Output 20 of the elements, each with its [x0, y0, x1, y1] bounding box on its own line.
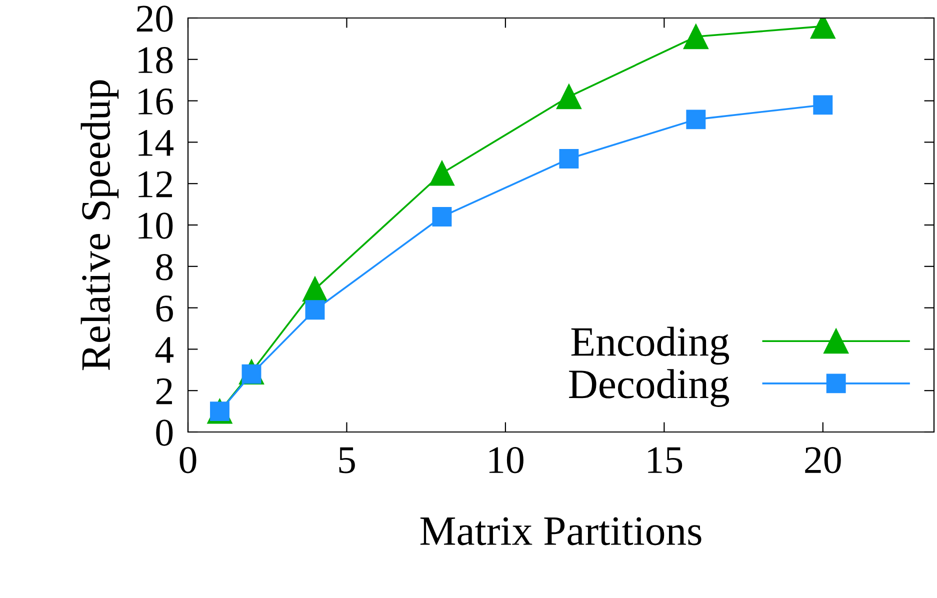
y-tick-label: 10 — [138, 212, 173, 239]
x-tick-label: 0 — [180, 447, 196, 474]
y-tick-label: 12 — [138, 171, 172, 198]
y-tick-label: 2 — [156, 378, 172, 404]
y-tick-label: 16 — [138, 88, 173, 115]
x-axis-title: Matrix Partitions — [420, 517, 702, 546]
y-tick-label: 18 — [138, 47, 173, 74]
y-tick-label: 8 — [156, 254, 173, 280]
y-tick-label: 20 — [136, 6, 173, 32]
y-axis-title: Relative Speedup — [80, 80, 119, 370]
y-tick-label: 6 — [156, 296, 173, 322]
legend-label: Decoding — [569, 369, 730, 407]
x-tick-label: 20 — [805, 447, 841, 474]
y-tick-label: 14 — [138, 130, 174, 156]
x-tick-label: 5 — [339, 447, 355, 474]
x-tick-label: 15 — [648, 447, 682, 474]
legend-label: Encoding — [571, 326, 730, 365]
x-tick-label: 10 — [489, 447, 524, 474]
y-tick-label: 0 — [156, 420, 173, 446]
y-tick-label: 4 — [155, 337, 174, 363]
